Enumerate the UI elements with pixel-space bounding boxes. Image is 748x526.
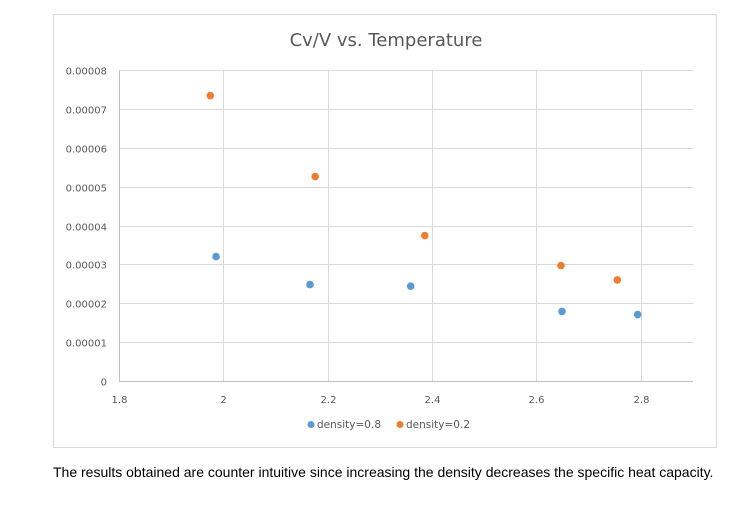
caption-text: The results obtained are counter intuiti…: [53, 464, 714, 480]
x-tick-label: 1.8: [112, 395, 128, 406]
y-tick-label: 0.00002: [66, 300, 107, 311]
data-point-density-0-8: [633, 310, 642, 319]
data-point-density-0-2: [206, 91, 215, 100]
data-point-density-0-2: [557, 261, 565, 270]
chart-area: Cv/V vs. Temperature 0 0.00001 0.00002 0.00…: [53, 14, 717, 448]
y-tick-label: 0.00006: [66, 145, 107, 156]
legend-label: density=0.2: [406, 419, 470, 431]
data-point-density-0-8: [406, 282, 415, 290]
chart-title: Cv/V vs. Temperature: [290, 30, 483, 51]
y-tick-label: 0.00005: [66, 184, 107, 195]
x-tick-label: 2: [220, 395, 226, 406]
y-tick-label: 0.00007: [66, 106, 107, 117]
legend-item: density=0.8: [307, 419, 381, 431]
x-tick-label: 2.6: [529, 395, 545, 406]
legend-marker-icon: [396, 421, 404, 428]
y-tick-label: 0: [101, 378, 107, 389]
data-point-density-0-2: [311, 172, 320, 181]
legend-label: density=0.8: [317, 419, 381, 431]
data-point-density-0-8: [212, 252, 220, 261]
x-tick-label: 2.8: [634, 395, 650, 406]
data-point-density-0-2: [420, 231, 429, 240]
data-point-density-0-2: [613, 276, 622, 284]
y-tick-label: 0.00003: [66, 261, 107, 272]
y-tick-label: 0.00001: [66, 339, 107, 350]
legend-item: density=0.2: [396, 419, 470, 431]
y-tick-label: 0.00004: [66, 223, 107, 234]
y-tick-label: 0.00008: [66, 67, 107, 78]
x-tick-label: 2.2: [321, 395, 337, 406]
data-point-density-0-8: [558, 307, 566, 316]
scatter-chart: Cv/V vs. Temperature 0 0.00001 0.00002 0.00…: [66, 30, 693, 431]
data-point-density-0-8: [306, 280, 314, 289]
legend-marker-icon: [307, 421, 315, 428]
x-tick-label: 2.4: [425, 395, 441, 406]
